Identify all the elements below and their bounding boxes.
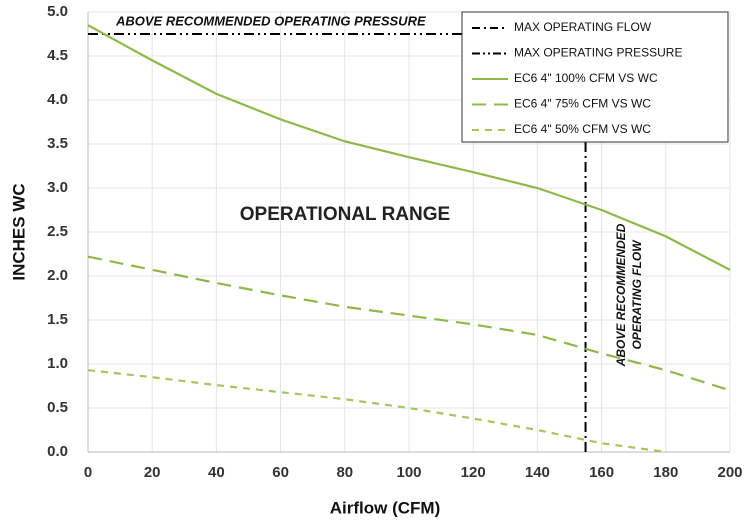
- x-tick-label: 20: [144, 464, 161, 481]
- x-tick-label: 80: [336, 464, 353, 481]
- annotation-group: ABOVE RECOMMENDED OPERATING FLOW: [614, 223, 644, 367]
- x-tick-label: 60: [272, 464, 289, 481]
- x-tick-label: 140: [525, 464, 550, 481]
- annotation: OPERATIONAL RANGE: [240, 204, 450, 225]
- legend-box: [461, 11, 729, 143]
- x-tick-label: 120: [461, 464, 486, 481]
- series-line: [87, 24, 731, 271]
- y-tick-label: 1.0: [47, 355, 68, 372]
- x-tick-label: 200: [717, 464, 742, 481]
- x-tick-label: 40: [208, 464, 225, 481]
- legend-label: EC6 4" 100% CFM VS WC: [514, 71, 658, 85]
- y-tick-label: 2.0: [47, 267, 68, 284]
- y-tick-label: 4.0: [47, 91, 68, 108]
- annotation: ABOVE RECOMMENDED: [614, 223, 628, 367]
- legend-label: MAX OPERATING PRESSURE: [514, 46, 682, 60]
- x-tick-label: 160: [589, 464, 614, 481]
- y-axis-title: INCHES WC: [9, 183, 28, 280]
- annotation: OPERATING FLOW: [630, 239, 644, 350]
- y-tick-label: 2.5: [47, 223, 68, 240]
- y-tick-label: 3.0: [47, 179, 68, 196]
- series-line: [87, 369, 666, 454]
- x-tick-label: 180: [653, 464, 678, 481]
- x-tick-label: 0: [84, 464, 92, 481]
- y-tick-label: 0.0: [47, 443, 68, 460]
- y-tick-label: 4.5: [47, 47, 68, 64]
- y-tick-label: 3.5: [47, 135, 68, 152]
- y-tick-label: 5.0: [47, 3, 68, 20]
- legend-label: EC6 4" 75% CFM VS WC: [514, 97, 651, 111]
- legend-label: MAX OPERATING FLOW: [514, 20, 652, 34]
- y-tick-label: 1.5: [47, 311, 68, 328]
- x-axis-title: Airflow (CFM): [330, 498, 440, 517]
- y-tick-label: 0.5: [47, 399, 68, 416]
- x-tick-label: 100: [396, 464, 421, 481]
- annotation: ABOVE RECOMMENDED OPERATING PRESSURE: [115, 13, 426, 28]
- legend-label: EC6 4" 50% CFM VS WC: [514, 122, 651, 136]
